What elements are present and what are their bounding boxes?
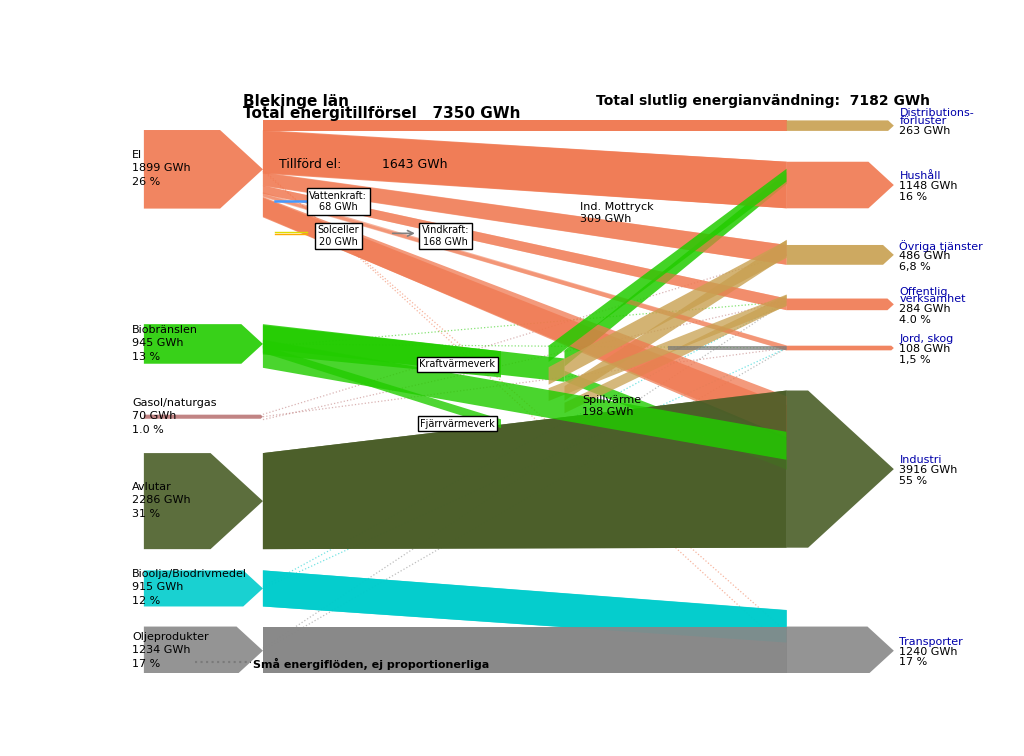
Text: 1148 GWh: 1148 GWh: [899, 181, 957, 191]
Text: Offentlig: Offentlig: [899, 287, 948, 297]
Polygon shape: [786, 345, 894, 350]
Text: 16 %: 16 %: [899, 192, 928, 202]
Text: 6,8 %: 6,8 %: [899, 262, 931, 271]
Text: Blekinge län: Blekinge län: [243, 94, 349, 109]
Polygon shape: [263, 120, 786, 131]
Polygon shape: [549, 169, 786, 362]
Text: 284 GWh: 284 GWh: [899, 305, 951, 314]
Text: 12 %: 12 %: [132, 596, 160, 606]
Polygon shape: [786, 120, 894, 131]
Polygon shape: [786, 299, 894, 310]
Text: Spillvärme
198 GWh: Spillvärme 198 GWh: [582, 395, 641, 417]
Text: Hushåll: Hushåll: [899, 172, 941, 181]
Polygon shape: [263, 173, 786, 265]
Text: 13 %: 13 %: [132, 352, 160, 362]
Text: Total energitillförsel   7350 GWh: Total energitillförsel 7350 GWh: [243, 107, 520, 122]
Text: 1899 GWh: 1899 GWh: [132, 163, 190, 173]
Text: 17 %: 17 %: [899, 658, 928, 668]
Polygon shape: [786, 391, 894, 547]
Polygon shape: [564, 370, 786, 469]
Text: 26 %: 26 %: [132, 177, 160, 187]
Text: verksamhet: verksamhet: [899, 294, 966, 305]
Text: Övriga tjänster: Övriga tjänster: [899, 240, 983, 252]
Polygon shape: [564, 240, 786, 401]
Polygon shape: [263, 391, 786, 549]
Text: 4.0 %: 4.0 %: [899, 314, 931, 325]
Polygon shape: [143, 570, 263, 606]
Polygon shape: [263, 192, 786, 351]
Text: Industri: Industri: [899, 455, 942, 466]
Text: 486 GWh: 486 GWh: [899, 251, 951, 261]
Polygon shape: [564, 295, 786, 414]
Text: Kraftvärmeverk: Kraftvärmeverk: [420, 359, 496, 370]
Text: 17 %: 17 %: [132, 658, 160, 668]
Text: 3916 GWh: 3916 GWh: [899, 465, 957, 476]
Polygon shape: [786, 162, 894, 209]
Polygon shape: [263, 186, 786, 310]
Text: Ind. Mottryck
309 GWh: Ind. Mottryck 309 GWh: [581, 202, 654, 224]
Text: El: El: [132, 150, 142, 160]
Polygon shape: [549, 295, 786, 401]
Text: Oljeprodukter: Oljeprodukter: [132, 632, 209, 642]
Text: 1643 GWh: 1643 GWh: [382, 158, 447, 171]
Text: 945 GWh: 945 GWh: [132, 338, 183, 348]
Polygon shape: [263, 186, 786, 310]
Text: Vattenkraft:
68 GWh: Vattenkraft: 68 GWh: [309, 191, 368, 212]
Text: 55 %: 55 %: [899, 476, 928, 486]
Polygon shape: [564, 172, 786, 367]
Polygon shape: [263, 324, 564, 382]
Polygon shape: [263, 325, 501, 377]
Text: Distributions-: Distributions-: [899, 108, 974, 118]
Polygon shape: [263, 570, 786, 643]
Polygon shape: [668, 345, 786, 350]
Polygon shape: [263, 340, 786, 460]
Text: 31 %: 31 %: [132, 509, 160, 519]
Polygon shape: [263, 130, 786, 209]
Text: 108 GWh: 108 GWh: [899, 344, 950, 354]
Text: 1.0 %: 1.0 %: [132, 425, 164, 435]
Text: Små energiflöden, ej proportionerliga: Små energiflöden, ej proportionerliga: [253, 658, 489, 670]
Polygon shape: [263, 570, 786, 643]
Polygon shape: [263, 627, 786, 675]
Polygon shape: [263, 345, 501, 428]
Text: 70 GWh: 70 GWh: [132, 411, 176, 420]
Text: 1,5 %: 1,5 %: [899, 355, 931, 364]
Text: Biobränslen: Biobränslen: [132, 325, 198, 335]
Polygon shape: [263, 194, 786, 350]
Text: Jord, skog: Jord, skog: [899, 334, 953, 344]
Polygon shape: [786, 627, 894, 675]
Polygon shape: [143, 415, 263, 419]
Text: 915 GWh: 915 GWh: [132, 582, 183, 592]
Text: Vindkraft:
168 GWh: Vindkraft: 168 GWh: [422, 225, 469, 247]
Polygon shape: [143, 324, 263, 364]
Text: Tillförd el:: Tillförd el:: [279, 158, 341, 171]
Text: Fjärrvärmeverk: Fjärrvärmeverk: [420, 419, 495, 429]
Text: Transporter: Transporter: [899, 637, 964, 647]
Polygon shape: [143, 627, 263, 675]
Polygon shape: [549, 240, 786, 385]
Polygon shape: [263, 131, 786, 209]
Text: Solceller
20 GWh: Solceller 20 GWh: [317, 225, 359, 247]
Text: Avlutar: Avlutar: [132, 482, 172, 492]
Text: Total slutlig energianvändning:  7182 GWh: Total slutlig energianvändning: 7182 GWh: [596, 94, 930, 107]
Text: 1240 GWh: 1240 GWh: [899, 647, 957, 657]
Text: 263 GWh: 263 GWh: [899, 125, 950, 135]
Polygon shape: [143, 130, 263, 209]
Text: Gasol/naturgas: Gasol/naturgas: [132, 398, 216, 407]
Text: Bioolja/Biodrivmedel: Bioolja/Biodrivmedel: [132, 569, 247, 579]
Polygon shape: [263, 197, 786, 437]
Polygon shape: [263, 627, 786, 675]
Polygon shape: [263, 172, 786, 265]
Polygon shape: [263, 120, 786, 131]
Polygon shape: [263, 391, 786, 549]
Text: förluster: förluster: [899, 116, 946, 125]
Polygon shape: [263, 198, 786, 440]
Text: 1234 GWh: 1234 GWh: [132, 645, 190, 655]
Text: 2286 GWh: 2286 GWh: [132, 495, 190, 505]
Polygon shape: [786, 245, 894, 265]
Polygon shape: [143, 453, 263, 549]
